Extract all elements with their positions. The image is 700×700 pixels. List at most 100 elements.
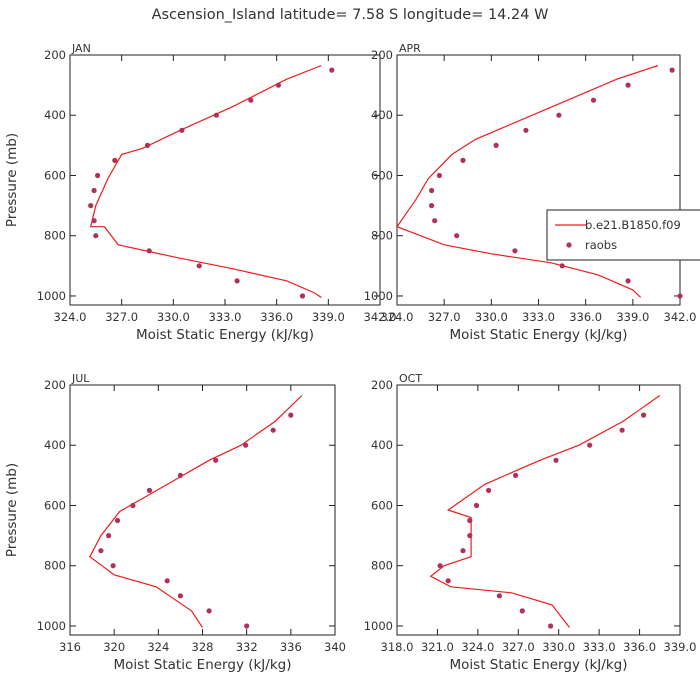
x-tick-label: 332 [236, 640, 258, 654]
x-tick-label: 330.0 [542, 640, 575, 654]
raobs-point [460, 157, 466, 163]
plot-frame [69, 384, 336, 636]
x-axis-label: Moist Static Energy (kJ/kg) [450, 327, 628, 343]
raobs-point [213, 112, 219, 118]
panel-label: JAN [71, 42, 91, 55]
x-tick-label: 330.0 [157, 310, 190, 324]
raobs-point [177, 593, 183, 599]
y-tick-label: 1000 [37, 619, 66, 633]
raobs-point [88, 203, 94, 209]
y-axis-label: Pressure (mb) [4, 463, 20, 557]
raobs-point [587, 442, 593, 448]
y-tick-label: 400 [371, 438, 393, 452]
raobs-point [177, 472, 183, 478]
x-tick-label: 328 [192, 640, 214, 654]
model-profile-line [89, 64, 322, 299]
raobs-point [329, 67, 335, 73]
raobs-point [519, 608, 525, 614]
panel-oct: OCT 318.0 321.0 324.0 327.0 330.0 333.0 336.0 33… [364, 372, 697, 673]
raobs-point [95, 172, 101, 179]
y-tick-label: 200 [44, 48, 66, 62]
model-profile-line [429, 395, 661, 628]
raobs-point [91, 187, 97, 194]
y-tick-label: 200 [371, 48, 393, 62]
y-tick-label: 600 [371, 168, 393, 182]
panel-jan: JAN 324.0 327.0 330.0 333.0 336.0 339.0 342.0 20… [4, 42, 396, 343]
plot-frame [396, 54, 681, 306]
y-tick-label: 600 [44, 168, 66, 182]
raobs-point [179, 127, 185, 133]
legend-model-label: b.e21.B1850.f09 [585, 218, 681, 232]
x-tick-label: 339.0 [616, 310, 649, 324]
y-axis-label: Pressure (mb) [4, 133, 20, 227]
x-tick-label: 327.0 [105, 310, 138, 324]
model-profile-line [89, 395, 303, 628]
y-tick-label: 800 [44, 229, 66, 243]
panel-label: APR [399, 42, 421, 55]
plot-frame [396, 384, 681, 636]
raobs-point [553, 457, 559, 463]
raobs-point [436, 172, 442, 179]
raobs-point [523, 127, 529, 133]
x-tick-label: 342.0 [364, 310, 397, 324]
x-tick-label: 339.0 [312, 310, 345, 324]
raobs-point [625, 82, 631, 88]
raobs-point [98, 548, 104, 554]
raobs-point [234, 278, 240, 284]
x-tick-label: 333.0 [522, 310, 555, 324]
x-tick-label: 320 [103, 640, 125, 654]
legend-box [546, 209, 700, 261]
y-tick-label: 1000 [364, 289, 393, 303]
raobs-point [559, 263, 565, 269]
raobs-point [460, 548, 466, 554]
raobs-point [619, 427, 625, 433]
x-axis-label: Moist Static Energy (kJ/kg) [136, 327, 314, 343]
x-tick-label: 342.0 [664, 310, 697, 324]
raobs-point [445, 578, 451, 584]
panels-group: JAN 324.0 327.0 330.0 333.0 336.0 339.0 342.0 20… [4, 42, 696, 673]
raobs-point [164, 578, 170, 584]
raobs-point [437, 563, 443, 569]
legend: b.e21.B1850.f09 raobs [546, 209, 700, 261]
x-tick-label: 327.0 [502, 640, 535, 654]
x-tick-label: 336.0 [623, 640, 656, 654]
raobs-point [496, 593, 502, 599]
x-tick-label: 336 [280, 640, 302, 654]
x-tick-label: 324.0 [381, 310, 414, 324]
raobs-point [196, 263, 202, 269]
x-tick-label: 324.0 [461, 640, 494, 654]
raobs-point [641, 412, 647, 418]
y-tick-label: 400 [44, 438, 66, 452]
y-tick-label: 800 [371, 559, 393, 573]
raobs-point [91, 218, 97, 224]
raobs-point [112, 157, 118, 163]
x-tick-label: 316 [59, 640, 81, 654]
raobs-point [556, 112, 562, 118]
raobs-point [429, 203, 435, 209]
raobs-point [144, 142, 151, 148]
model-profile-line [397, 64, 659, 298]
y-tick-label: 200 [371, 378, 393, 392]
raobs-point [493, 142, 499, 148]
x-tick-label: 333.0 [209, 310, 242, 324]
y-tick-label: 600 [44, 498, 66, 512]
x-tick-label: 324.0 [54, 310, 87, 324]
raobs-point [669, 67, 675, 73]
raobs-point [146, 487, 153, 493]
x-tick-label: 324 [147, 640, 169, 654]
raobs-point [275, 82, 281, 88]
raobs-point [244, 623, 250, 629]
figure-title: Ascension_Island latitude= 7.58 S longit… [152, 7, 549, 23]
y-tick-label: 200 [44, 378, 66, 392]
x-tick-label: 339.0 [664, 640, 697, 654]
y-tick-label: 400 [44, 108, 66, 122]
y-tick-label: 800 [44, 559, 66, 573]
raobs-point [590, 97, 597, 103]
x-tick-label: 318.0 [381, 640, 414, 654]
raobs-point [512, 248, 518, 254]
raobs-point [513, 472, 519, 478]
x-tick-label: 336.0 [569, 310, 602, 324]
x-tick-label: 333.0 [583, 640, 616, 654]
y-tick-label: 1000 [364, 619, 393, 633]
